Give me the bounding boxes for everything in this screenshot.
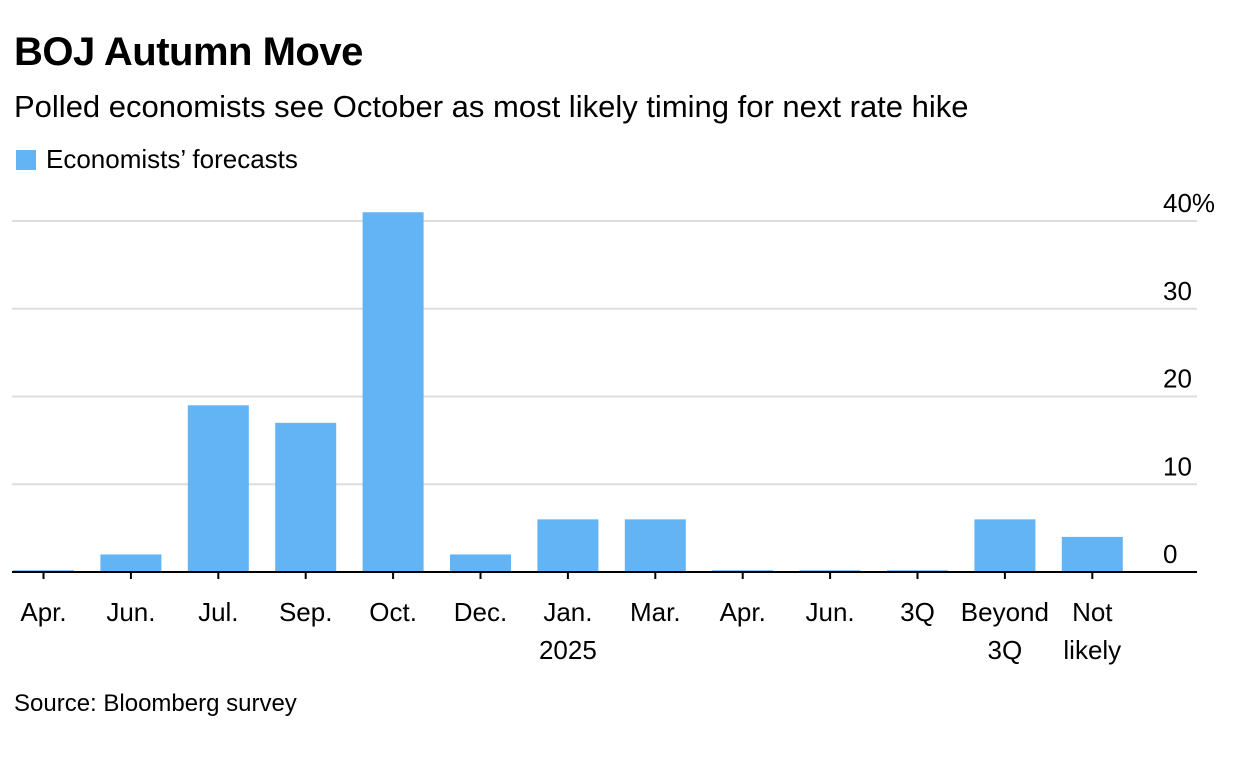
- x-tick-label: Apr.: [720, 597, 766, 627]
- chart-subtitle: Polled economists see October as most li…: [14, 89, 969, 124]
- x-tick-label: 3Q: [988, 635, 1023, 665]
- x-tick-label: Jul.: [198, 597, 238, 627]
- x-tick-label: 3Q: [900, 597, 935, 627]
- x-tick-label: Apr.: [20, 597, 66, 627]
- y-tick-label: 30: [1163, 276, 1192, 306]
- x-tick-label: Jun.: [806, 597, 855, 627]
- x-tick-label: Sep.: [279, 597, 333, 627]
- x-tick-label: Mar.: [630, 597, 681, 627]
- bar: [974, 519, 1036, 572]
- x-tick-label: 2025: [539, 635, 597, 665]
- source-note: Source: Bloomberg survey: [14, 690, 297, 717]
- bar: [624, 519, 686, 572]
- x-tick-label: Not: [1072, 597, 1113, 627]
- x-tick-label: likely: [1063, 635, 1121, 665]
- x-tick-label: Jan.: [543, 597, 592, 627]
- x-tick-label: Jun.: [106, 597, 155, 627]
- bar: [100, 554, 162, 572]
- legend: Economists’ forecasts: [16, 144, 298, 175]
- legend-swatch: [16, 149, 36, 170]
- bar: [450, 554, 511, 572]
- bar: [275, 422, 337, 572]
- y-tick-label: 0: [1163, 539, 1177, 569]
- x-tick-label: Beyond: [961, 597, 1049, 627]
- x-tick-label: Oct.: [369, 597, 417, 627]
- y-tick-label: 10: [1163, 451, 1192, 481]
- x-tick-label: Dec.: [454, 597, 507, 627]
- y-tick-label: 40%: [1163, 188, 1215, 218]
- bar: [187, 405, 249, 572]
- bar: [362, 212, 424, 572]
- bar: [537, 519, 599, 572]
- y-tick-label: 20: [1163, 364, 1192, 394]
- chart-title: BOJ Autumn Move: [14, 30, 363, 74]
- bar: [1061, 536, 1123, 572]
- legend-label: Economists’ forecasts: [46, 144, 298, 174]
